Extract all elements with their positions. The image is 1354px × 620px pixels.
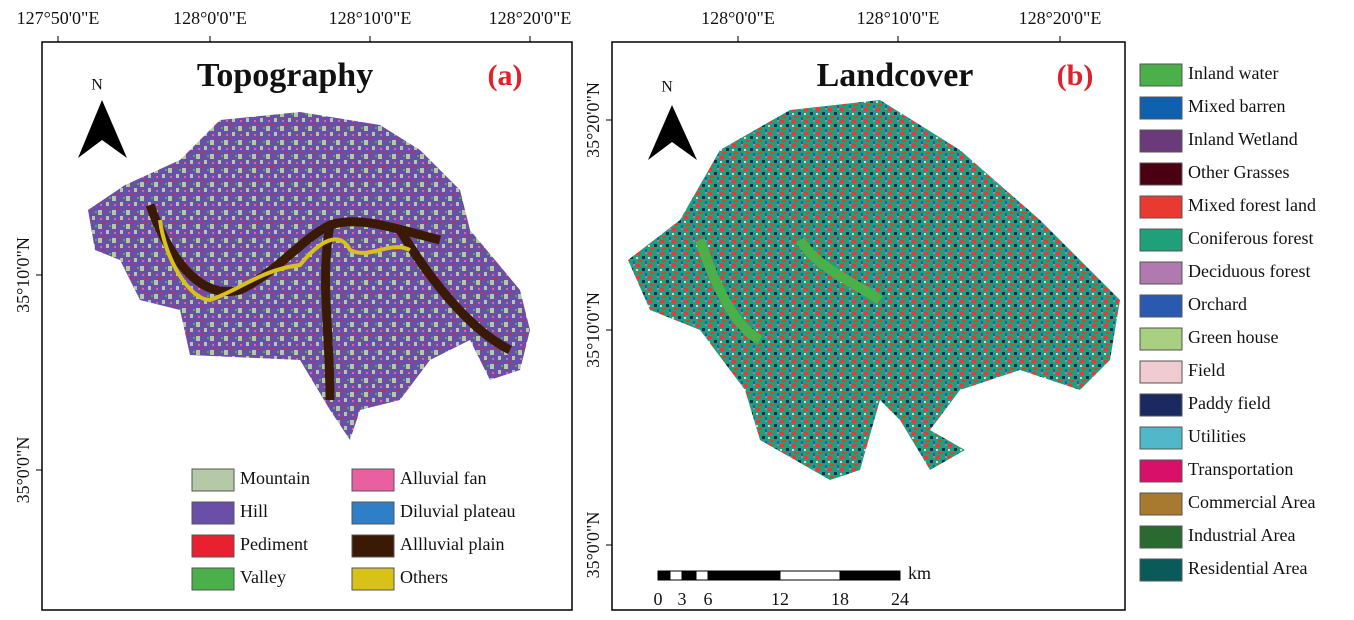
- scale-label: 18: [831, 589, 849, 609]
- legend-label: Coniferous forest: [1188, 228, 1313, 248]
- longitude-label: 128°10'0"E: [329, 8, 412, 28]
- north-label: N: [661, 79, 673, 96]
- legend-label: Transportation: [1188, 459, 1293, 479]
- panel-label: (b): [1057, 59, 1094, 92]
- latitude-label: 35°10'0"N: [583, 292, 603, 368]
- legend-swatch: [352, 469, 394, 491]
- scale-unit: km: [908, 563, 931, 583]
- latitude-label: 35°0'0"N: [583, 512, 603, 579]
- legend-label: Utilities: [1188, 426, 1246, 446]
- scale-label: 3: [678, 589, 687, 609]
- legend-swatch: [1140, 559, 1182, 581]
- legend-label: Diluvial plateau: [400, 501, 515, 521]
- panel-label: (a): [488, 59, 523, 92]
- scale-label: 0: [654, 589, 663, 609]
- longitude-label: 128°10'0"E: [857, 8, 940, 28]
- legend-label: Pediment: [240, 534, 308, 554]
- scale-label: 6: [704, 589, 713, 609]
- legend-label: Other Grasses: [1188, 162, 1289, 182]
- legend-label: Green house: [1188, 327, 1278, 347]
- legend-swatch: [192, 535, 234, 557]
- scale-label: 12: [771, 589, 789, 609]
- scale-label: 24: [891, 589, 909, 609]
- legend-label: Hill: [240, 501, 268, 521]
- north-label: N: [91, 77, 103, 94]
- legend-label: Commercial Area: [1188, 492, 1315, 512]
- legend-label: Orchard: [1188, 294, 1247, 314]
- panel-title: Topography: [197, 57, 373, 94]
- legend-swatch: [192, 568, 234, 590]
- legend-swatch: [192, 502, 234, 524]
- latitude-label: 35°10'0"N: [13, 237, 33, 313]
- legend-swatch: [1140, 526, 1182, 548]
- legend-swatch: [352, 568, 394, 590]
- legend-label: Industrial Area: [1188, 525, 1295, 545]
- panel-title: Landcover: [817, 57, 974, 94]
- legend-label: Valley: [240, 567, 286, 587]
- legend-swatch: [1140, 262, 1182, 284]
- longitude-label: 128°20'0"E: [489, 8, 572, 28]
- figure: Topography (a) N 127°50'0"E 128°0'0"E 128°10'…: [0, 0, 1354, 615]
- legend-swatch: [1140, 361, 1182, 383]
- legend-swatch: [1140, 130, 1182, 152]
- legend-swatch: [1140, 295, 1182, 317]
- legend-label: Residential Area: [1188, 558, 1307, 578]
- legend-swatch: [1140, 196, 1182, 218]
- scale-bar: [658, 571, 900, 580]
- longitude-label: 128°20'0"E: [1019, 8, 1102, 28]
- legend-swatch: [352, 535, 394, 557]
- legend-label: Mountain: [240, 468, 310, 488]
- legend-swatch: [1140, 64, 1182, 86]
- legend-label: Paddy field: [1188, 393, 1271, 413]
- legend-swatch: [192, 469, 234, 491]
- legend-label: Others: [400, 567, 448, 587]
- legend-label: Alluvial fan: [400, 468, 486, 488]
- longitude-label: 128°0'0"E: [701, 8, 775, 28]
- longitude-label: 127°50'0"E: [17, 8, 100, 28]
- legend-label: Mixed forest land: [1188, 195, 1316, 215]
- legend-label: Deciduous forest: [1188, 261, 1310, 281]
- legend-label: Inland water: [1188, 63, 1278, 83]
- longitude-label: 128°0'0"E: [173, 8, 247, 28]
- legend-swatch: [352, 502, 394, 524]
- legend-label: Mixed barren: [1188, 96, 1285, 116]
- legend-swatch: [1140, 427, 1182, 449]
- legend-label: Allluvial plain: [400, 534, 504, 554]
- legend-swatch: [1140, 460, 1182, 482]
- legend-swatch: [1140, 229, 1182, 251]
- legend-label: Field: [1188, 360, 1225, 380]
- legend-swatch: [1140, 394, 1182, 416]
- latitude-label: 35°20'0"N: [583, 82, 603, 158]
- legend-swatch: [1140, 328, 1182, 350]
- legend-swatch: [1140, 493, 1182, 515]
- legend-swatch: [1140, 97, 1182, 119]
- legend-label: Inland Wetland: [1188, 129, 1298, 149]
- legend-swatch: [1140, 163, 1182, 185]
- latitude-label: 35°0'0"N: [13, 437, 33, 504]
